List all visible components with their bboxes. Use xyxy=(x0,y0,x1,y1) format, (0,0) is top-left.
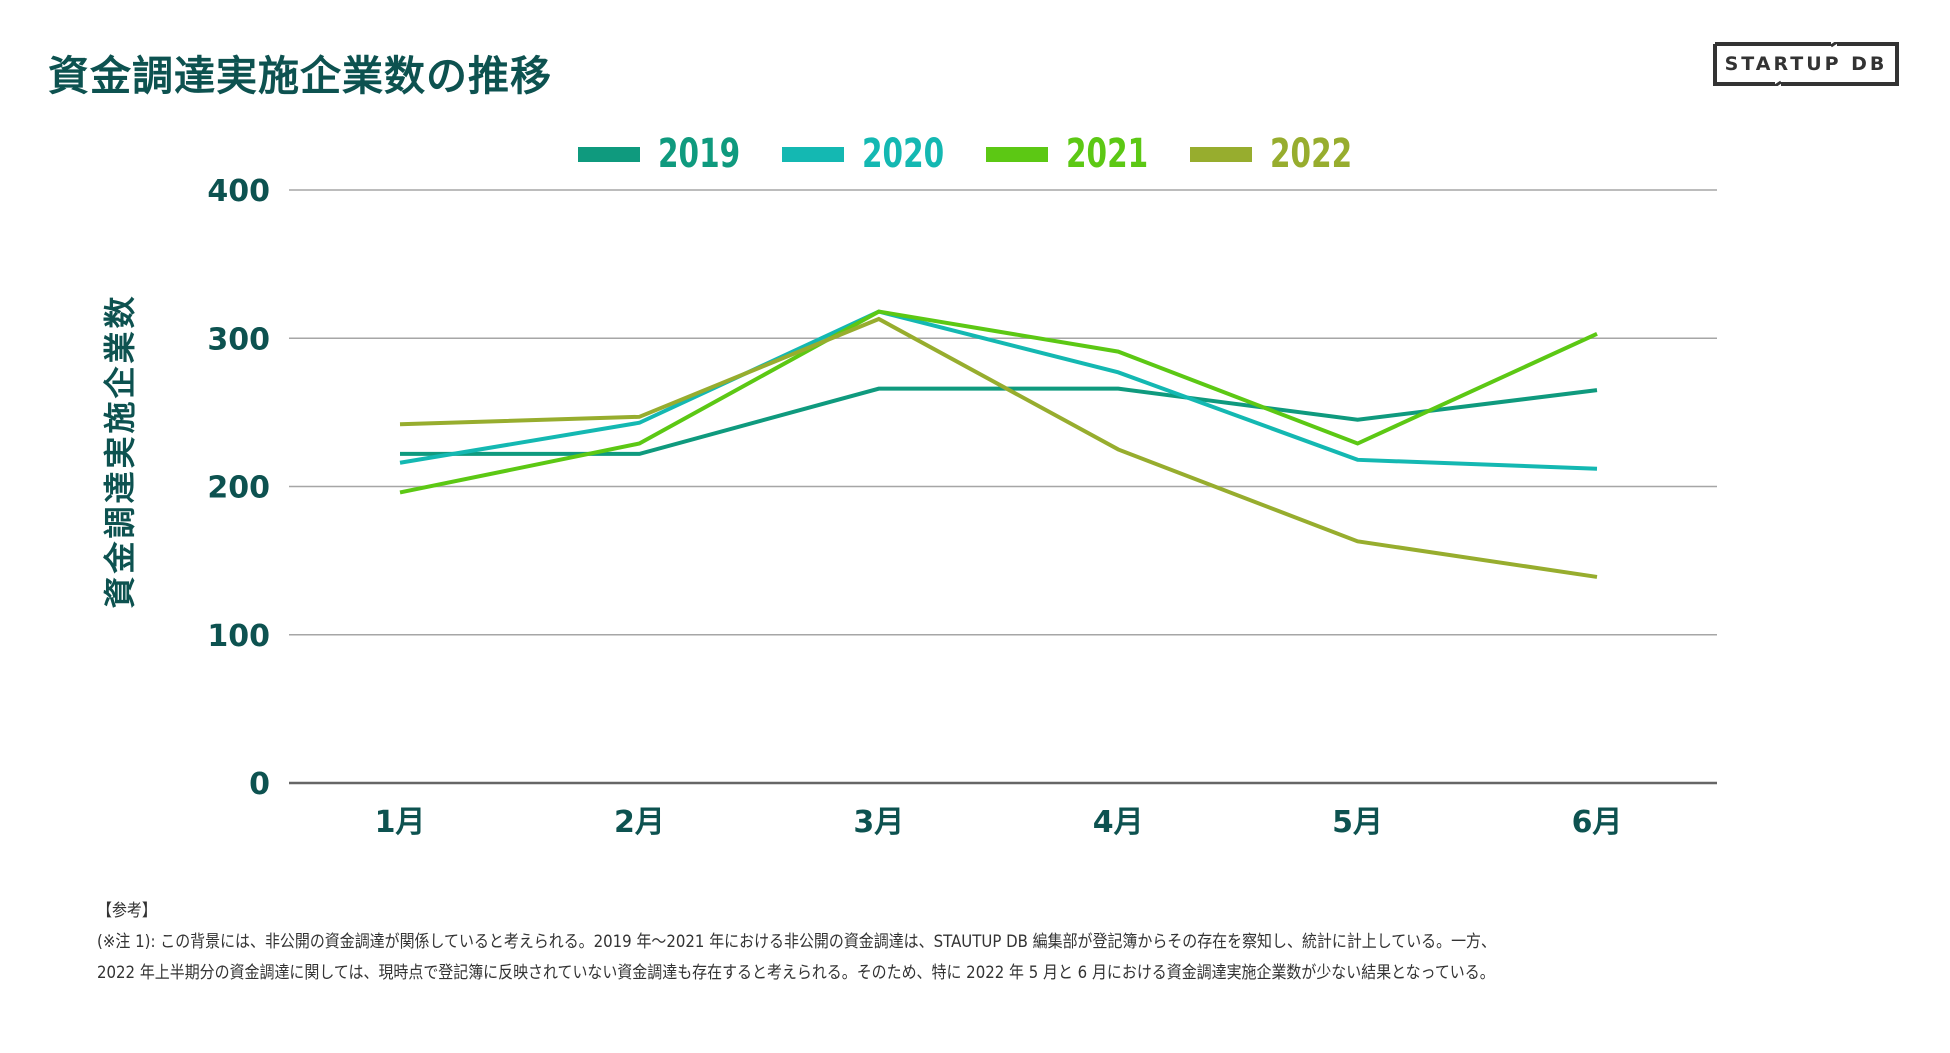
series-line-2019 xyxy=(400,386,1598,456)
y-axis-label: 資金調達実施企業数 xyxy=(101,293,139,609)
x-tick-labels: 1月 2月 3月 4月 5月 6月 xyxy=(375,805,1623,840)
logo-frame xyxy=(1713,40,1899,88)
series-line-2021 xyxy=(399,309,1598,495)
y-tick-label: 300 xyxy=(207,322,270,357)
startup-db-logo: STARTUP DB xyxy=(1713,40,1899,88)
legend-swatch-2021 xyxy=(986,146,1049,162)
x-tick-label: 1月 xyxy=(375,805,426,840)
footnote: 【参考】 (※注 1): この背景には、非公開の資金調達が関係していると考えられ… xyxy=(97,896,1687,989)
x-tick-label: 5月 xyxy=(1332,805,1383,840)
y-tick-label: 200 xyxy=(207,471,270,506)
x-tick-label: 2月 xyxy=(614,805,665,840)
legend-label-2020: 2020 xyxy=(862,131,945,177)
y-tick-label: 400 xyxy=(207,174,270,209)
legend-label-2019: 2019 xyxy=(658,131,741,177)
x-tick-label: 6月 xyxy=(1572,805,1623,840)
legend-label-2022: 2022 xyxy=(1270,131,1353,177)
legend-item-2019: 2019 xyxy=(578,131,740,177)
series-line-2020 xyxy=(399,309,1598,471)
y-tick-label: 100 xyxy=(207,619,270,654)
x-tick-label: 3月 xyxy=(853,805,904,840)
footnote-line-1: (※注 1): この背景には、非公開の資金調達が関係していると考えられる。201… xyxy=(97,932,1496,952)
series-line-2022 xyxy=(399,316,1598,579)
legend-swatch-2022 xyxy=(1190,146,1253,162)
legend-label-2021: 2021 xyxy=(1066,131,1149,177)
page-title: 資金調達実施企業数の推移 xyxy=(48,52,552,100)
gridlines xyxy=(289,189,1717,785)
y-tick-labels: 0 100 200 300 400 xyxy=(207,174,270,802)
legend-swatch-2020 xyxy=(782,146,845,162)
legend-item-2020: 2020 xyxy=(782,131,944,177)
footnote-line-2: 2022 年上半期分の資金調達に関しては、現時点で登記簿に反映されていない資金調… xyxy=(97,963,1495,983)
chart-legend: 2019 2020 2021 2022 xyxy=(578,128,1395,180)
line-chart: 0 100 200 300 400 1月 2月 3月 4月 5月 6月 xyxy=(207,174,1717,840)
legend-item-2021: 2021 xyxy=(986,131,1148,177)
x-tick-label: 4月 xyxy=(1093,805,1144,840)
logo-text: STARTUP DB xyxy=(1724,53,1888,75)
legend-item-2022: 2022 xyxy=(1190,131,1353,177)
legend-swatch-2019 xyxy=(578,146,640,162)
series-lines xyxy=(399,309,1598,579)
y-tick-label: 0 xyxy=(249,767,270,802)
footnote-heading: 【参考】 xyxy=(97,901,157,921)
